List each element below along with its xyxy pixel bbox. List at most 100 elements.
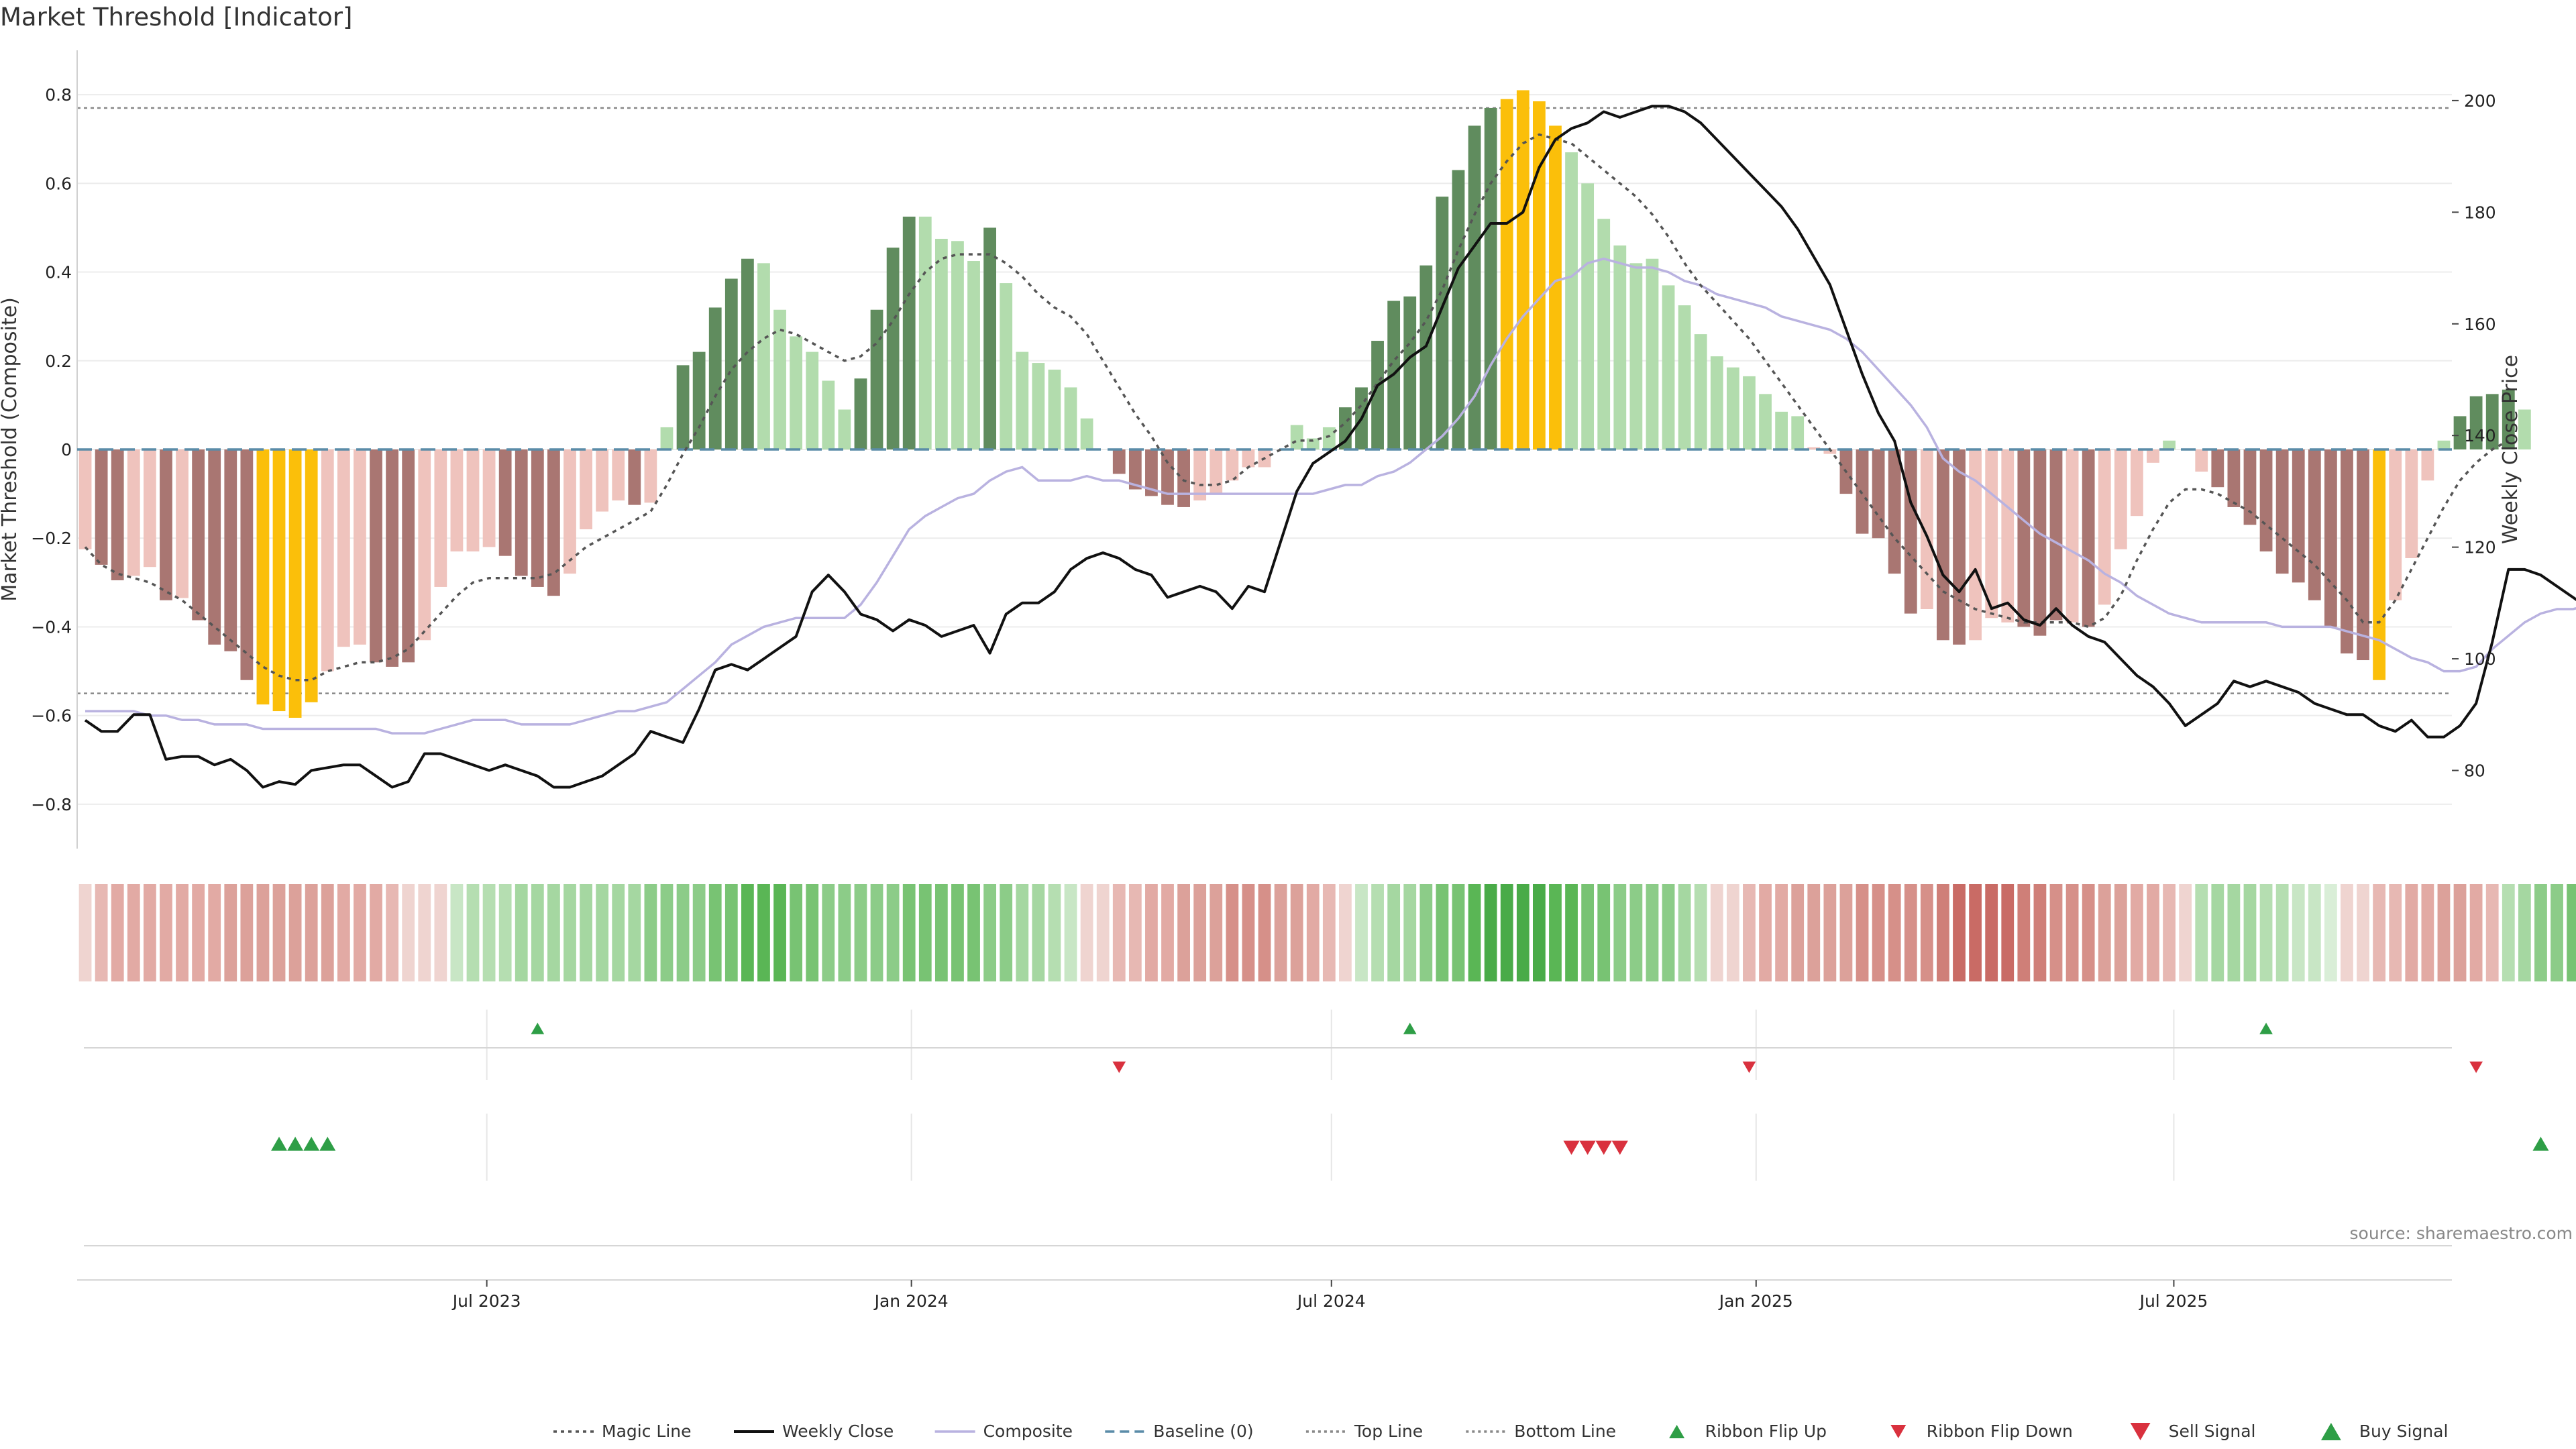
- composite-bar: [676, 365, 690, 449]
- ribbon-cell: [2373, 884, 2386, 981]
- x-tick-label: Jan 2025: [1718, 1291, 1793, 1311]
- composite-bar: [660, 427, 674, 449]
- composite-bar: [2001, 449, 2015, 623]
- ribbon-cell: [2179, 884, 2192, 981]
- composite-bar: [1532, 101, 1546, 449]
- composite-bar: [547, 449, 560, 596]
- composite-bar: [1613, 245, 1627, 449]
- composite-bar: [983, 227, 997, 449]
- composite-bar: [2421, 449, 2434, 481]
- ribbon-cell: [1856, 884, 1869, 981]
- legend-label: Ribbon Flip Up: [1705, 1421, 1827, 1441]
- y-tick-label: −0.4: [31, 617, 72, 637]
- ribbon-cell: [854, 884, 867, 981]
- ribbon-cell: [967, 884, 980, 981]
- ribbon-cell: [2114, 884, 2127, 981]
- ribbon-cell: [531, 884, 544, 981]
- legend-label: Sell Signal: [2169, 1421, 2256, 1441]
- composite-bar: [822, 380, 835, 449]
- ribbon-cell: [644, 884, 657, 981]
- ribbon-flip-down-marker: [1112, 1061, 1126, 1073]
- ribbon-flip-up-marker: [1403, 1022, 1417, 1034]
- ribbon-cell: [418, 884, 431, 981]
- composite-bar: [1064, 387, 1077, 449]
- ribbon-cell: [790, 884, 803, 981]
- ribbon-cell: [2227, 884, 2241, 981]
- legend-swatch: [2320, 1423, 2341, 1440]
- composite-bar: [1371, 341, 1384, 449]
- composite-bar: [1016, 352, 1029, 449]
- ribbon-cell: [1177, 884, 1190, 981]
- chart-title: Market Threshold [Indicator]: [0, 3, 352, 32]
- ribbon-cell: [773, 884, 786, 981]
- ribbon-cell: [127, 884, 140, 981]
- ribbon-cell: [515, 884, 528, 981]
- ribbon-cell: [547, 884, 560, 981]
- composite-bar: [1823, 449, 1837, 454]
- ribbon-cell: [1080, 884, 1093, 981]
- ribbon-cell: [1920, 884, 1933, 981]
- ribbon-flip-up-marker: [531, 1022, 545, 1034]
- composite-bar: [418, 449, 431, 641]
- composite-bar: [1145, 449, 1158, 496]
- composite-bar: [2114, 449, 2127, 549]
- composite-bars: [78, 90, 2531, 718]
- ribbon-cell: [1387, 884, 1401, 981]
- left-y-axis-label: Market Threshold (Composite): [0, 297, 21, 602]
- ribbon-cell: [1242, 884, 1255, 981]
- ribbon-cell: [1193, 884, 1207, 981]
- ribbon-cell: [224, 884, 237, 981]
- ribbon-cell: [2421, 884, 2434, 981]
- ribbon-cell: [160, 884, 172, 981]
- ribbon-cell: [2341, 884, 2353, 981]
- ribbon-cell: [1452, 884, 1465, 981]
- right-y-axis-label: Weekly Close Price: [2499, 355, 2522, 544]
- composite-bar: [854, 378, 867, 449]
- composite-bar: [240, 449, 254, 680]
- y-tick-label: 0.6: [45, 174, 72, 193]
- legend-item: Buy Signal: [2320, 1421, 2448, 1441]
- ribbon-cell: [2211, 884, 2224, 981]
- composite-bar: [2324, 449, 2337, 627]
- buy-signal-marker: [287, 1136, 304, 1151]
- ribbon-cell: [337, 884, 350, 981]
- ribbon-cell: [1549, 884, 1562, 981]
- y-tick-label: −0.2: [31, 529, 72, 548]
- composite-bar: [256, 449, 270, 705]
- composite-bar: [773, 309, 786, 449]
- sell-signal-marker: [1579, 1140, 1596, 1155]
- composite-bar: [224, 449, 237, 651]
- ribbon-cell: [1565, 884, 1578, 981]
- composite-bar: [498, 449, 512, 556]
- composite-bar: [2049, 449, 2063, 621]
- composite-bar: [612, 449, 625, 501]
- composite-bar: [628, 449, 641, 505]
- ribbon-cell: [870, 884, 883, 981]
- composite-bar: [870, 309, 883, 449]
- composite-bar: [466, 449, 480, 552]
- ribbon-cell: [1371, 884, 1384, 981]
- composite-bar: [1678, 305, 1691, 449]
- composite-bar: [757, 263, 770, 449]
- ribbon-cell: [2324, 884, 2337, 981]
- y-tick-label: 0: [61, 440, 72, 460]
- ribbon-cell: [2275, 884, 2289, 981]
- composite-bar: [1888, 449, 1901, 574]
- legend-item: Magic Line: [553, 1421, 692, 1441]
- ribbon-cell: [1016, 884, 1029, 981]
- ribbon-cell: [1597, 884, 1611, 981]
- ribbon-cell: [1145, 884, 1158, 981]
- ribbon-cell: [2534, 884, 2547, 981]
- legend: Magic Line Weekly Close Composite Baseline …: [553, 1421, 2448, 1441]
- composite-bar: [1452, 170, 1465, 449]
- ribbon-cell: [2453, 884, 2467, 981]
- ribbon-cell: [386, 884, 398, 981]
- x-tick-label: Jul 2025: [2139, 1291, 2208, 1311]
- composite-bar: [2518, 409, 2531, 449]
- composite-bar: [1646, 258, 1659, 449]
- composite-bar: [2033, 449, 2047, 636]
- ribbon-cell: [2147, 884, 2159, 981]
- composite-bar: [2341, 449, 2353, 654]
- ribbon-cell: [2001, 884, 2015, 981]
- composite-bar: [1629, 263, 1643, 449]
